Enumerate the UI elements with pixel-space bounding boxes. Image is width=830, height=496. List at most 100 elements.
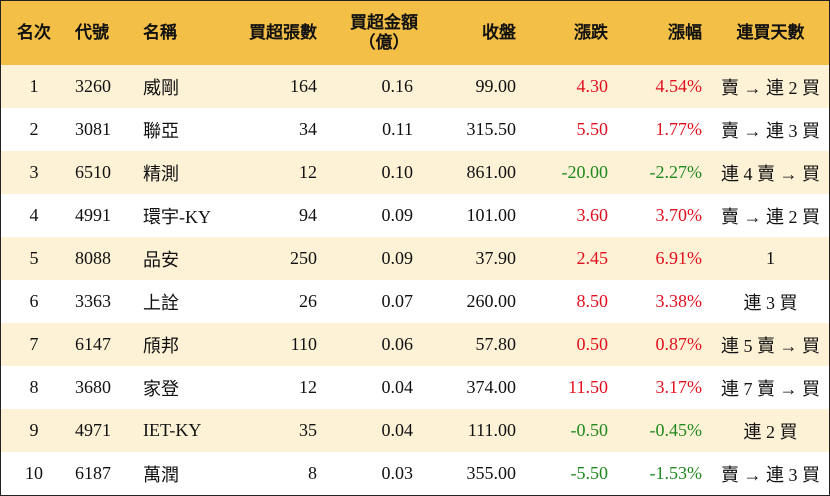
header-change[interactable]: 漲跌 (574, 23, 608, 42)
cell-change-pct: -2.27% (649, 162, 703, 182)
cell-close: 260.00 (466, 291, 517, 311)
cell-name: 威剛 (143, 77, 179, 98)
header-code[interactable]: 代號 (75, 23, 109, 42)
cell-buy-amount: 0.04 (381, 420, 414, 440)
table-row[interactable]: 3 6510 精測 12 0.10 861.00 -20.00 -2.27% 連 4 賣 → 買 (1, 151, 829, 194)
cell-close: 57.80 (475, 334, 517, 354)
cell-rank: 6 (29, 291, 39, 311)
cell-code: 6510 (75, 162, 111, 182)
cell-change-pct: -0.45% (649, 420, 703, 440)
cell-buy-lots: 12 (299, 377, 317, 397)
cell-buy-amount: 0.07 (381, 291, 414, 311)
cell-change: 11.50 (568, 377, 608, 397)
cell-streak: 連 2 買 (743, 421, 798, 442)
cell-change: 8.50 (576, 291, 609, 311)
cell-change: 4.30 (576, 76, 609, 96)
header-close[interactable]: 收盤 (482, 23, 516, 42)
cell-change: 2.45 (576, 248, 609, 268)
cell-buy-amount: 0.04 (381, 377, 414, 397)
cell-name: 聯亞 (143, 120, 179, 141)
cell-rank: 1 (29, 76, 39, 96)
cell-streak: 連 3 買 (743, 292, 798, 313)
cell-close: 355.00 (466, 463, 517, 483)
cell-code: 3081 (75, 119, 111, 139)
cell-buy-lots: 250 (290, 248, 317, 268)
cell-code: 3680 (75, 377, 111, 397)
cell-rank: 7 (29, 334, 39, 354)
header-streak[interactable]: 連買天數 (736, 23, 805, 42)
cell-code: 4971 (75, 420, 111, 440)
cell-close: 111.00 (467, 420, 516, 440)
cell-rank: 9 (29, 420, 39, 440)
table-row[interactable]: 5 8088 品安 250 0.09 37.90 2.45 6.91% 1 (1, 237, 829, 280)
cell-change-pct: 3.70% (655, 205, 703, 225)
header-buy-lots[interactable]: 買超張數 (249, 23, 317, 42)
cell-streak: 賣 → 連 3 買 (721, 120, 820, 141)
cell-rank: 2 (29, 119, 39, 139)
cell-close: 315.50 (466, 119, 517, 139)
cell-name: IET-KY (143, 420, 202, 440)
cell-name: 頎邦 (143, 335, 179, 356)
cell-change-pct: 6.91% (655, 248, 703, 268)
cell-rank: 3 (29, 162, 39, 182)
cell-change-pct: 0.87% (655, 334, 703, 354)
table-row[interactable]: 10 6187 萬潤 8 0.03 355.00 -5.50 -1.53% 賣 → 連 3 買 (1, 452, 829, 495)
table-row[interactable]: 1 3260 威剛 164 0.16 99.00 4.30 4.54% 賣 → 連 2 買 (1, 65, 829, 108)
header-name[interactable]: 名稱 (143, 23, 177, 42)
cell-change-pct: -1.53% (649, 463, 703, 483)
cell-streak: 1 (766, 248, 775, 268)
cell-change-pct: 3.38% (655, 291, 703, 311)
cell-change: 3.60 (576, 205, 609, 225)
cell-change: -20.00 (561, 162, 609, 182)
cell-change-pct: 1.77% (655, 119, 703, 139)
cell-rank: 10 (25, 463, 43, 483)
cell-buy-amount: 0.11 (382, 119, 413, 139)
cell-rank: 8 (29, 377, 39, 397)
cell-buy-lots: 35 (299, 420, 317, 440)
table-row[interactable]: 9 4971 IET-KY 35 0.04 111.00 -0.50 -0.45% 連 2 買 (1, 409, 829, 452)
cell-buy-lots: 8 (308, 463, 317, 483)
cell-streak: 賣 → 連 2 買 (721, 77, 820, 98)
header-buy-amount-label: 買超金額 (350, 13, 418, 32)
cell-buy-lots: 26 (299, 291, 317, 311)
header-change-pct[interactable]: 漲幅 (668, 23, 702, 42)
cell-close: 374.00 (466, 377, 517, 397)
table-row[interactable]: 2 3081 聯亞 34 0.11 315.50 5.50 1.77% 賣 → 連 3 買 (1, 108, 829, 151)
cell-change: -5.50 (570, 463, 609, 483)
cell-code: 3260 (75, 76, 111, 96)
cell-code: 6147 (75, 334, 111, 354)
cell-code: 3363 (75, 291, 111, 311)
cell-close: 37.90 (475, 248, 517, 268)
cell-streak: 賣 → 連 3 買 (721, 464, 820, 485)
header-rank[interactable]: 名次 (17, 23, 51, 42)
cell-close: 99.00 (475, 76, 517, 96)
cell-rank: 5 (29, 248, 39, 268)
cell-name: 萬潤 (143, 464, 179, 485)
table-row[interactable]: 6 3363 上詮 26 0.07 260.00 8.50 3.38% 連 3 買 (1, 280, 829, 323)
cell-change-pct: 4.54% (655, 76, 703, 96)
cell-name: 精測 (143, 163, 179, 184)
cell-change-pct: 3.17% (655, 377, 703, 397)
table-row[interactable]: 7 6147 頎邦 110 0.06 57.80 0.50 0.87% 連 5 賣 → 買 (1, 323, 829, 366)
cell-change: 0.50 (576, 334, 609, 354)
cell-streak: 連 7 賣 → 買 (721, 378, 820, 399)
table-row[interactable]: 8 3680 家登 12 0.04 374.00 11.50 3.17% 連 7 賣 → 買 (1, 366, 829, 409)
cell-name: 環宇-KY (143, 206, 211, 227)
cell-name: 品安 (143, 249, 179, 270)
cell-code: 4991 (75, 205, 111, 225)
table-header-row: 名次 代號 名稱 買超張數 買超金額 （億） 收盤 漲跌 漲幅 連買天數 (1, 1, 829, 65)
cell-buy-lots: 110 (290, 334, 317, 354)
cell-streak: 連 5 賣 → 買 (721, 335, 820, 356)
cell-streak: 賣 → 連 2 買 (721, 206, 820, 227)
header-buy-amount-unit: （億） (358, 33, 410, 52)
table-row[interactable]: 4 4991 環宇-KY 94 0.09 101.00 3.60 3.70% 賣 → 連 2 買 (1, 194, 829, 237)
cell-buy-amount: 0.03 (381, 463, 414, 483)
cell-name: 上詮 (143, 292, 179, 313)
header-buy-amount[interactable]: 買超金額 （億） (327, 1, 423, 65)
cell-buy-lots: 94 (299, 205, 317, 225)
cell-change: 5.50 (576, 119, 609, 139)
cell-buy-amount: 0.10 (381, 162, 414, 182)
cell-buy-amount: 0.06 (381, 334, 414, 354)
